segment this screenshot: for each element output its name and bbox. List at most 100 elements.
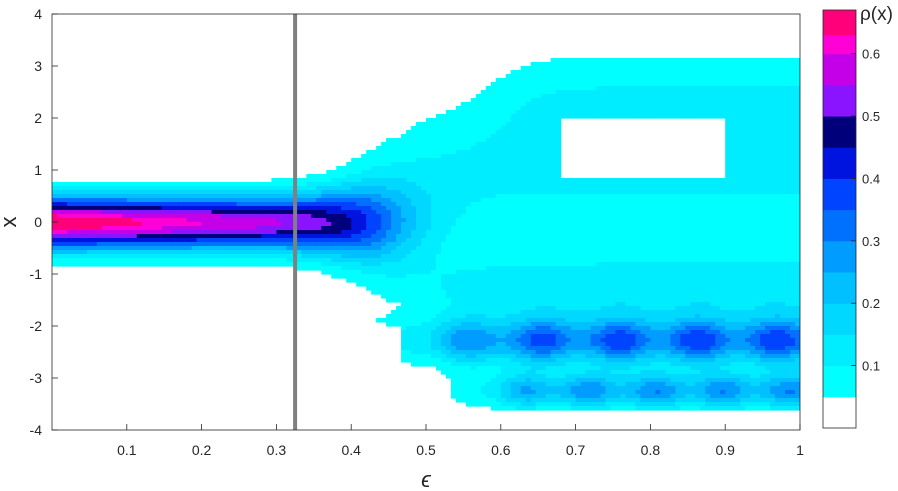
contour-cell <box>141 258 148 263</box>
contour-cell <box>475 378 482 383</box>
contour-cell <box>101 202 108 207</box>
contour-cell <box>146 234 153 239</box>
contour-cell <box>440 362 447 367</box>
contour-cell <box>56 206 63 211</box>
contour-cell <box>510 294 517 299</box>
contour-cell <box>600 402 607 407</box>
contour-cell <box>590 402 597 407</box>
contour-cell <box>545 322 552 327</box>
contour-cell <box>480 162 487 167</box>
contour-cell <box>500 282 507 287</box>
contour-cell <box>555 270 562 275</box>
contour-cell <box>81 190 88 195</box>
contour-cell <box>56 198 63 203</box>
contour-cell <box>455 186 462 191</box>
contour-cell <box>211 262 218 267</box>
contour-cell <box>460 302 467 307</box>
contour-cell <box>421 270 427 275</box>
contour-cell <box>406 146 412 151</box>
contour-cell <box>416 346 422 351</box>
contour-cell <box>600 186 607 191</box>
contour-cell <box>555 250 562 255</box>
contour-cell <box>585 406 592 411</box>
contour-cell <box>411 330 417 335</box>
contour-cell <box>326 210 332 215</box>
contour-cell <box>600 210 607 215</box>
contour-cell <box>426 150 432 155</box>
contour-cell <box>296 218 302 223</box>
contour-cell <box>271 234 277 239</box>
contour-cell <box>52 186 58 191</box>
contour-cell <box>565 254 572 259</box>
contour-cell <box>276 194 282 199</box>
contour-cell <box>550 134 557 139</box>
contour-cell <box>505 334 512 339</box>
contour-cell <box>595 66 602 71</box>
contour-cell <box>515 246 522 251</box>
contour-cell <box>520 270 527 275</box>
contour-cell <box>52 238 58 243</box>
contour-cell <box>535 110 542 115</box>
contour-cell <box>246 182 253 187</box>
contour-cell <box>226 202 233 207</box>
contour-cell <box>530 286 537 291</box>
contour-cell <box>371 246 377 251</box>
contour-cell <box>231 230 238 235</box>
contour-cell <box>565 106 572 111</box>
contour-cell <box>465 350 472 355</box>
contour-cell <box>366 270 372 275</box>
contour-cell <box>136 242 143 247</box>
contour-cell <box>176 234 183 239</box>
contour-cell <box>52 226 58 231</box>
contour-cell <box>61 238 68 243</box>
contour-cell <box>535 230 542 235</box>
contour-cell <box>535 254 542 259</box>
contour-cell <box>500 198 507 203</box>
contour-cell <box>550 190 557 195</box>
contour-cell <box>535 98 542 103</box>
contour-cell <box>525 154 532 159</box>
contour-cell <box>480 258 487 263</box>
contour-cell <box>470 298 477 303</box>
contour-cell <box>605 186 612 191</box>
contour-cell <box>316 206 322 211</box>
contour-cell <box>510 246 517 251</box>
contour-cell <box>560 202 567 207</box>
contour-cell <box>71 182 78 187</box>
contour-cell <box>545 114 552 119</box>
contour-cell <box>520 242 527 247</box>
contour-cell <box>555 174 562 179</box>
contour-cell <box>421 198 427 203</box>
contour-cell <box>401 294 407 299</box>
contour-cell <box>341 266 347 271</box>
contour-cell <box>216 234 223 239</box>
contour-cell <box>610 298 617 303</box>
contour-cell <box>505 222 512 227</box>
contour-cell <box>311 194 317 199</box>
contour-cell <box>196 182 203 187</box>
contour-cell <box>151 206 158 211</box>
contour-cell <box>510 274 517 279</box>
contour-cell <box>246 234 253 239</box>
contour-cell <box>445 198 452 203</box>
contour-cell <box>191 198 198 203</box>
contour-cell <box>146 258 153 263</box>
contour-cell <box>126 202 133 207</box>
contour-cell <box>56 202 63 207</box>
contour-cell <box>131 234 138 239</box>
contour-cell <box>545 314 552 319</box>
contour-cell <box>206 210 213 215</box>
contour-cell <box>510 170 517 175</box>
contour-cell <box>261 238 268 243</box>
contour-cell <box>455 214 462 219</box>
contour-cell <box>605 226 612 231</box>
contour-cell <box>530 206 537 211</box>
contour-cell <box>495 326 502 331</box>
contour-cell <box>86 206 93 211</box>
contour-cell <box>520 294 527 299</box>
contour-cell <box>600 406 607 411</box>
contour-cell <box>251 226 258 231</box>
contour-cell <box>485 150 492 155</box>
contour-cell <box>550 354 557 359</box>
contour-cell <box>580 194 587 199</box>
